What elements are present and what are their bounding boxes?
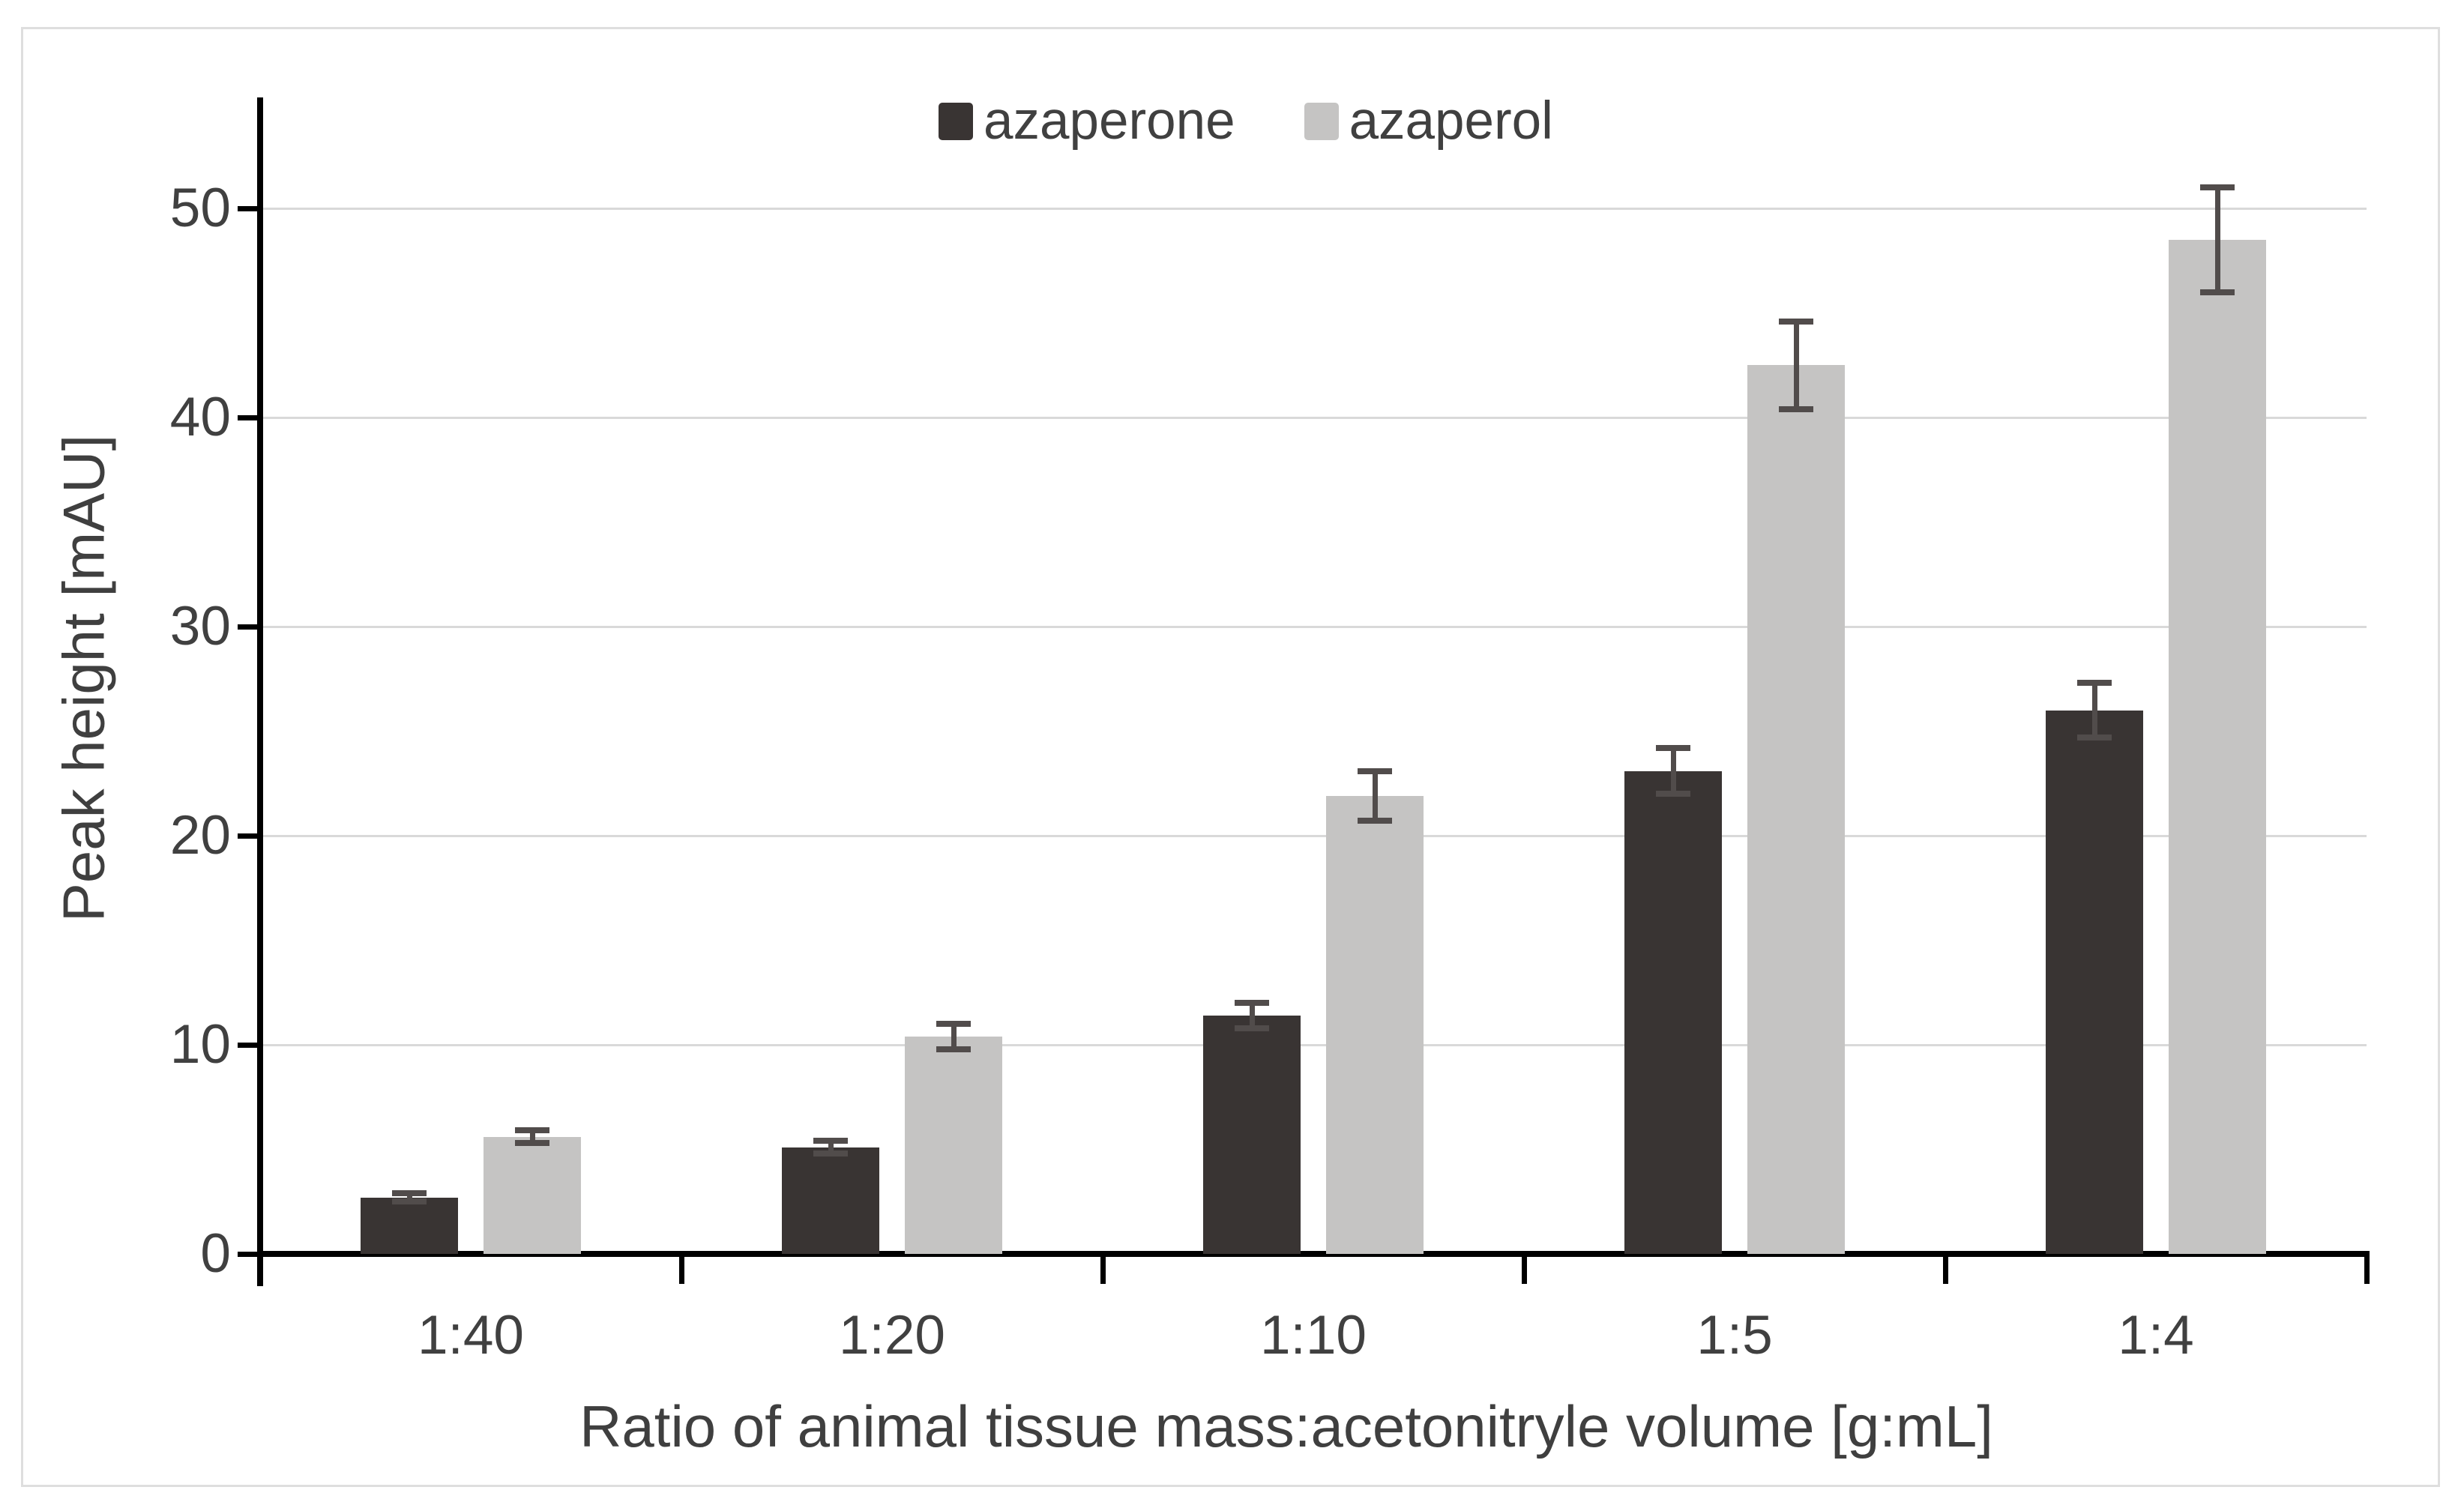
x-axis-tick — [1942, 1254, 1948, 1284]
gridline — [260, 626, 2367, 628]
bar-azaperone — [361, 1197, 458, 1254]
gridline — [260, 1044, 2367, 1046]
y-tick-label: 50 — [169, 178, 231, 238]
error-bar-whisker — [951, 1024, 957, 1049]
error-bar-cap-top — [813, 1138, 848, 1144]
x-axis-tick — [2364, 1254, 2370, 1284]
x-axis-tick — [1100, 1254, 1106, 1284]
legend-item-azaperone: azaperone — [939, 94, 1235, 148]
error-bar-whisker — [1372, 770, 1378, 821]
error-bar-cap-top — [515, 1127, 549, 1134]
error-bar-cap-top — [392, 1190, 427, 1197]
error-bar-cap-bottom — [515, 1140, 549, 1147]
error-bar-cap-bottom — [936, 1046, 971, 1052]
y-axis-tick — [238, 1252, 263, 1257]
bar-azaperol — [905, 1036, 1002, 1254]
y-tick-label: 30 — [169, 596, 231, 657]
error-bar-cap-top — [1358, 767, 1392, 774]
error-bar-whisker — [2214, 187, 2220, 292]
error-bar-cap-bottom — [2077, 734, 2112, 741]
gridline — [260, 417, 2367, 419]
error-bar-cap-bottom — [2200, 289, 2235, 295]
bar-azaperol — [1326, 795, 1424, 1254]
bar-azaperone — [1624, 770, 1722, 1254]
legend: azaperone azaperol — [939, 94, 1553, 148]
error-bar-cap-top — [1779, 318, 1813, 325]
y-axis-tick — [238, 624, 263, 630]
bar-azaperone — [1203, 1015, 1301, 1254]
error-bar-cap-bottom — [1779, 405, 1813, 412]
error-bar-cap-bottom — [392, 1198, 427, 1205]
x-axis-tick — [678, 1254, 684, 1284]
y-axis-tick — [238, 415, 263, 420]
error-bar-whisker — [828, 1141, 834, 1154]
error-bar-cap-bottom — [1656, 791, 1690, 797]
error-bar-cap-top — [936, 1021, 971, 1028]
y-axis — [257, 97, 263, 1286]
x-category-label: 1:20 — [838, 1305, 946, 1366]
bar-azaperone — [2046, 710, 2143, 1254]
legend-label-azaperol: azaperol — [1349, 91, 1553, 151]
error-bar-cap-bottom — [1235, 1025, 1269, 1031]
x-category-label: 1:40 — [417, 1305, 525, 1366]
error-bar-whisker — [406, 1193, 412, 1202]
error-bar-whisker — [1249, 1003, 1255, 1028]
error-bar-cap-top — [1656, 744, 1690, 751]
error-bar-cap-top — [2200, 184, 2235, 191]
x-axis-title: Ratio of animal tissue mass:acetonitryle… — [579, 1393, 1993, 1459]
bar-azaperone — [782, 1147, 879, 1254]
y-axis-tick — [238, 1043, 263, 1048]
y-axis-tick — [238, 833, 263, 839]
y-tick-label: 0 — [200, 1223, 231, 1284]
legend-marker-azaperone — [939, 102, 973, 140]
gridline — [260, 208, 2367, 210]
legend-item-azaperol: azaperol — [1304, 94, 1553, 148]
error-bar-cap-top — [2077, 680, 2112, 687]
error-bar-cap-top — [1235, 1000, 1269, 1007]
y-tick-label: 20 — [169, 805, 231, 866]
legend-marker-azaperol — [1304, 102, 1339, 140]
x-axis — [257, 1251, 2370, 1257]
bar-azaperol — [2169, 239, 2266, 1254]
y-tick-label: 40 — [169, 387, 231, 447]
y-tick-label: 10 — [169, 1014, 231, 1075]
bar-azaperol — [484, 1136, 581, 1254]
x-axis-tick — [1521, 1254, 1527, 1284]
legend-label-azaperone: azaperone — [984, 91, 1235, 151]
error-bar-whisker — [1793, 321, 1799, 409]
error-bar-cap-bottom — [813, 1150, 848, 1157]
bar-azaperol — [1747, 365, 1845, 1254]
gridline — [260, 835, 2367, 837]
x-category-label: 1:10 — [1259, 1305, 1367, 1366]
y-axis-tick — [238, 206, 263, 211]
x-category-label: 1:4 — [2118, 1305, 2194, 1366]
error-bar-whisker — [1670, 747, 1676, 794]
error-bar-whisker — [529, 1130, 535, 1144]
error-bar-cap-bottom — [1358, 818, 1392, 824]
x-category-label: 1:5 — [1696, 1305, 1773, 1366]
error-bar-whisker — [2091, 683, 2097, 738]
